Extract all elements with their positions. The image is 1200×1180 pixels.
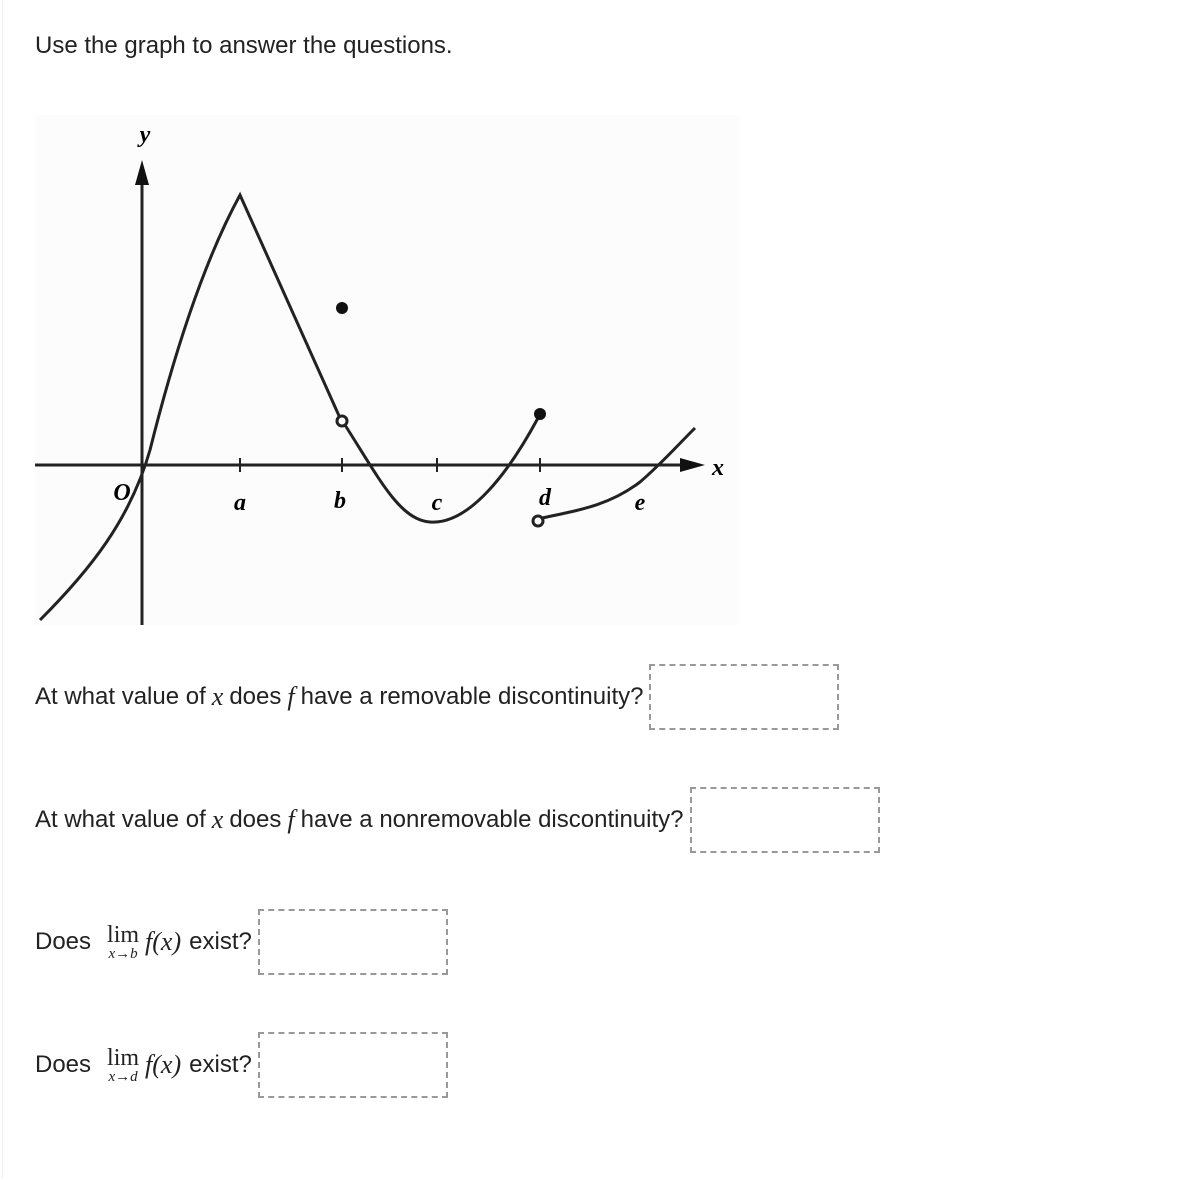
lim-sub: x→d bbox=[108, 1068, 138, 1085]
question: Does lim x→b f(x) exist? bbox=[35, 909, 448, 975]
filled-point bbox=[336, 302, 348, 314]
open-point bbox=[335, 414, 349, 428]
y-arrow bbox=[135, 160, 149, 185]
graph: x y O a b c d e bbox=[35, 115, 740, 625]
point-label: e bbox=[635, 490, 646, 516]
text: have a removable discontinuity? bbox=[300, 683, 644, 710]
text: At what value of bbox=[35, 683, 206, 710]
text: does bbox=[229, 683, 282, 710]
text: have a nonremovable discontinuity? bbox=[300, 806, 684, 833]
math-func: f bbox=[287, 805, 295, 834]
answer-box[interactable] bbox=[649, 664, 840, 730]
question: At what value of x does f have a removab… bbox=[35, 664, 840, 730]
curve bbox=[343, 417, 540, 524]
answer-box[interactable] bbox=[689, 787, 880, 853]
math-var: x bbox=[211, 805, 224, 834]
open-point bbox=[531, 514, 545, 528]
text: At what value of bbox=[35, 806, 206, 833]
limit: lim x→d bbox=[107, 1046, 139, 1085]
text: Does bbox=[35, 1051, 92, 1078]
origin-label: O bbox=[113, 480, 130, 506]
x-arrow bbox=[680, 458, 705, 472]
lim: lim bbox=[107, 921, 140, 948]
point-label: b bbox=[334, 488, 346, 514]
point-label: c bbox=[432, 490, 443, 516]
curve bbox=[38, 191, 342, 622]
text: exist? bbox=[189, 1051, 252, 1078]
x-label: x bbox=[711, 455, 724, 481]
text: Does bbox=[35, 928, 92, 955]
math-var: x bbox=[211, 682, 224, 711]
text: exist? bbox=[189, 928, 252, 955]
graph-bg bbox=[35, 115, 740, 625]
filled-point bbox=[534, 408, 546, 420]
question: At what value of x does f have a nonremo… bbox=[35, 787, 880, 853]
instruction: Use the graph to answer the questions. bbox=[35, 32, 453, 59]
math-func: f bbox=[287, 682, 295, 711]
curve bbox=[541, 426, 697, 520]
answer-box[interactable] bbox=[257, 1032, 448, 1098]
y-label: y bbox=[137, 122, 151, 148]
answer-box[interactable] bbox=[257, 909, 448, 975]
math-func: f(x) bbox=[145, 927, 182, 956]
point-label: d bbox=[539, 485, 552, 511]
point-label: a bbox=[234, 490, 246, 516]
lim-sub: x→b bbox=[108, 945, 138, 962]
ticks bbox=[239, 458, 541, 472]
limit: lim x→b bbox=[107, 923, 139, 962]
question: Does lim x→d f(x) exist? bbox=[35, 1032, 448, 1098]
text: does bbox=[229, 806, 282, 833]
lim: lim bbox=[107, 1044, 140, 1071]
math-func: f(x) bbox=[145, 1050, 182, 1079]
